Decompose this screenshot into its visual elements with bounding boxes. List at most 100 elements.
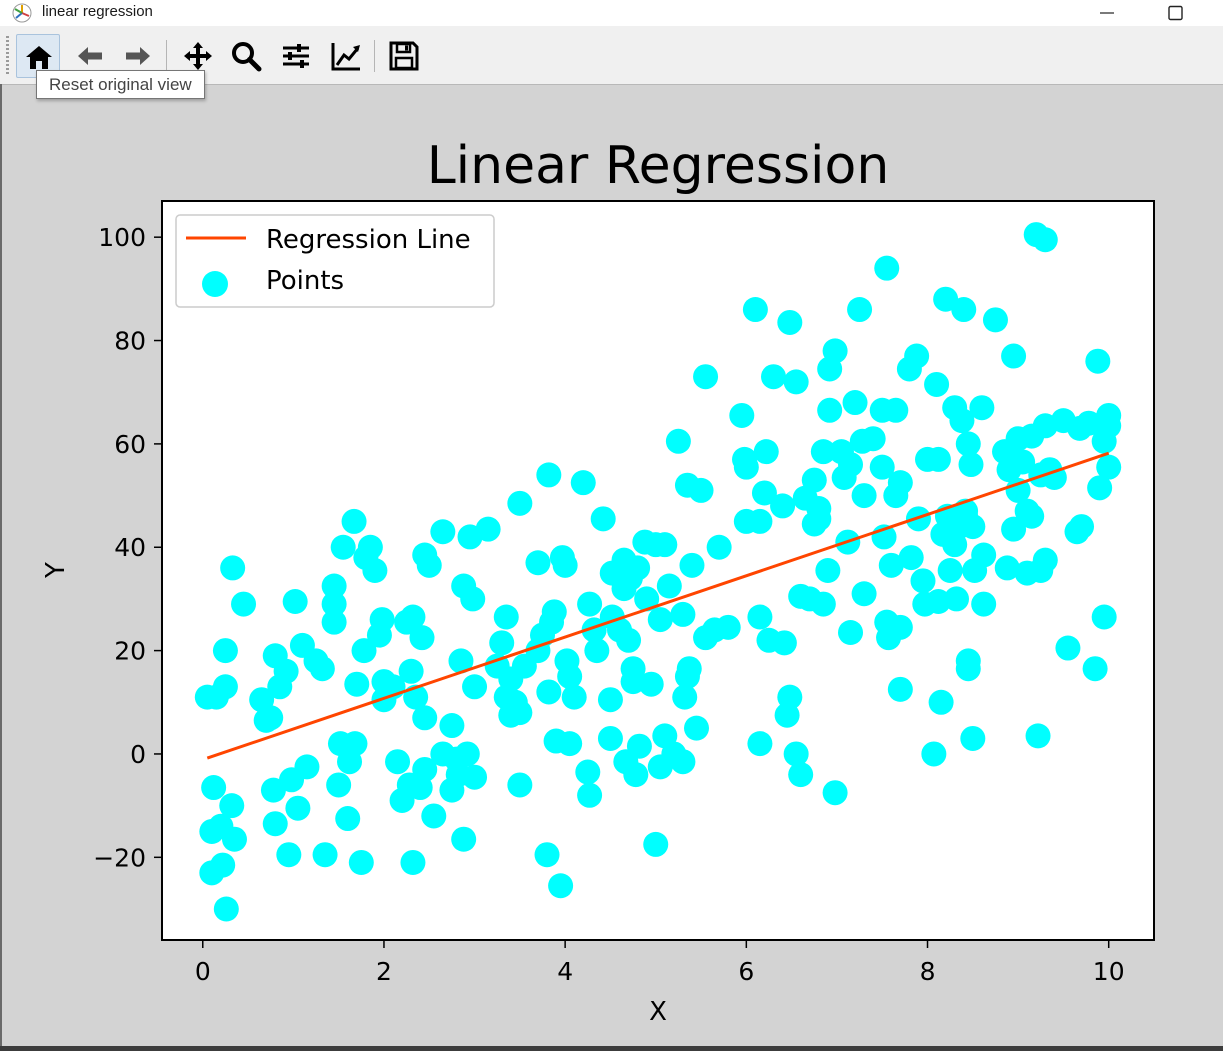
y-tick-label: 40	[114, 533, 146, 562]
minimize-button[interactable]	[1084, 0, 1130, 26]
data-point	[349, 850, 374, 875]
window-title: linear regression	[42, 3, 153, 20]
data-point	[507, 491, 532, 516]
data-point	[557, 731, 582, 756]
data-point	[639, 672, 664, 697]
data-point	[747, 731, 772, 756]
data-point	[1069, 514, 1094, 539]
data-point	[743, 297, 768, 322]
subplots-button[interactable]	[274, 34, 318, 78]
data-point	[784, 369, 809, 394]
data-point	[335, 806, 360, 831]
data-point	[627, 734, 652, 759]
data-point	[838, 452, 863, 477]
y-tick-label: 80	[114, 327, 146, 356]
data-point	[399, 659, 424, 684]
data-point	[666, 429, 691, 454]
data-point	[201, 775, 226, 800]
data-point	[971, 592, 996, 617]
data-point	[536, 679, 561, 704]
legend: Regression Line Points	[176, 215, 494, 307]
zoom-button[interactable]	[224, 34, 268, 78]
x-tick-label: 0	[195, 957, 211, 986]
data-point	[679, 553, 704, 578]
data-point	[577, 592, 602, 617]
data-point	[770, 493, 795, 518]
data-point	[1019, 504, 1044, 529]
data-point	[847, 297, 872, 322]
data-point	[263, 811, 288, 836]
data-point	[670, 602, 695, 627]
data-point	[823, 338, 848, 363]
maximize-button[interactable]	[1153, 0, 1199, 26]
data-point	[926, 447, 951, 472]
data-point	[861, 426, 886, 451]
subplots-icon	[280, 40, 312, 72]
data-point	[476, 517, 501, 542]
data-point	[707, 535, 732, 560]
data-point	[1092, 605, 1117, 630]
customize-button[interactable]	[324, 34, 368, 78]
data-point	[616, 628, 641, 653]
data-point	[1096, 403, 1121, 428]
data-point	[400, 850, 425, 875]
data-point	[210, 853, 235, 878]
app-icon	[12, 3, 32, 23]
data-point	[1001, 344, 1026, 369]
forward-icon	[122, 40, 154, 72]
data-point	[716, 615, 741, 640]
window-titlebar: linear regression	[0, 0, 1223, 27]
data-point	[684, 716, 709, 741]
data-point	[1033, 548, 1058, 573]
data-point	[412, 705, 437, 730]
data-point	[220, 555, 245, 580]
data-point	[462, 765, 487, 790]
zoom-icon	[230, 40, 262, 72]
x-tick-label: 4	[557, 957, 573, 986]
data-point	[1085, 349, 1110, 374]
data-point	[815, 558, 840, 583]
data-point	[322, 610, 347, 635]
save-button[interactable]	[382, 34, 426, 78]
data-point	[888, 677, 913, 702]
x-ticks: 0 2 4 6 8 10	[195, 940, 1125, 986]
data-point	[929, 690, 954, 715]
data-point	[462, 674, 487, 699]
data-point	[960, 514, 985, 539]
data-point	[219, 793, 244, 818]
y-tick-label: 20	[114, 637, 146, 666]
data-point	[276, 842, 301, 867]
data-point	[874, 256, 899, 281]
x-axis-label: X	[649, 997, 667, 1027]
minimize-icon	[1098, 5, 1116, 21]
data-point	[754, 439, 779, 464]
legend-label-points: Points	[266, 266, 344, 296]
data-point	[693, 364, 718, 389]
toolbar-separator	[166, 40, 167, 72]
data-point	[536, 462, 561, 487]
data-point	[575, 760, 600, 785]
data-point	[689, 478, 714, 503]
data-point	[956, 656, 981, 681]
x-tick-label: 8	[920, 957, 936, 986]
data-point	[777, 685, 802, 710]
data-point	[577, 783, 602, 808]
data-point	[222, 827, 247, 852]
data-point	[548, 873, 573, 898]
data-point	[310, 656, 335, 681]
chart-title: Linear Regression	[427, 136, 890, 196]
data-point	[734, 455, 759, 480]
data-point	[969, 395, 994, 420]
data-point	[598, 687, 623, 712]
y-tick-label: −20	[93, 843, 146, 872]
customize-icon	[330, 40, 362, 72]
x-tick-label: 2	[376, 957, 392, 986]
data-point	[852, 483, 877, 508]
data-point	[214, 896, 239, 921]
data-point	[370, 607, 395, 632]
data-point	[507, 700, 532, 725]
data-point	[258, 705, 283, 730]
data-point	[747, 509, 772, 534]
data-point	[983, 307, 1008, 332]
toolbar-grip	[6, 36, 9, 76]
